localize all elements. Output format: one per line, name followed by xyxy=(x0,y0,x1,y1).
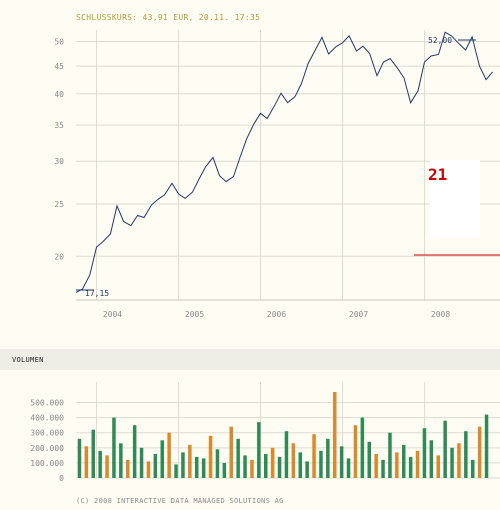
volume-bar xyxy=(402,445,406,478)
volume-bar xyxy=(326,439,330,478)
volume-bar xyxy=(216,449,220,478)
price-x-tick-label: 2006 xyxy=(267,310,286,319)
volume-bar xyxy=(381,460,385,478)
price-y-tick-label: 40 xyxy=(54,90,64,99)
volume-bar xyxy=(333,392,337,478)
price-y-ticks: 20 25 30 35 40 45 50 xyxy=(54,37,64,261)
volume-bar xyxy=(202,458,206,478)
volume-bar xyxy=(85,446,89,478)
volume-bar xyxy=(395,452,399,478)
price-x-tick-label: 2007 xyxy=(349,310,368,319)
volume-chart: 0 100.000 200.000 300.000 400.000 500.000 xyxy=(0,370,500,500)
volume-bar xyxy=(347,458,351,478)
volume-y-tick-label: 0 xyxy=(59,474,64,483)
volume-bar xyxy=(161,440,165,478)
volume-bar xyxy=(388,433,392,478)
volume-bar xyxy=(285,431,289,478)
volume-bar xyxy=(98,451,102,478)
volume-bar xyxy=(250,460,254,478)
volume-bar xyxy=(319,451,323,478)
volume-bar xyxy=(416,451,420,478)
min-price-label: 17,15 xyxy=(85,289,109,298)
volume-bar xyxy=(140,448,144,478)
volume-bar xyxy=(195,457,199,478)
volume-bar xyxy=(457,443,461,478)
volume-bar xyxy=(126,460,130,478)
volume-bar xyxy=(181,452,185,478)
volume-bar xyxy=(188,445,192,478)
volume-bar xyxy=(257,422,261,478)
volume-bar xyxy=(450,448,454,478)
volume-bar xyxy=(264,454,268,478)
volume-bar xyxy=(92,430,96,478)
volume-bar xyxy=(374,454,378,478)
volume-bar xyxy=(464,431,468,478)
volume-bar xyxy=(133,425,137,478)
price-y-tick-label: 35 xyxy=(54,121,64,130)
volume-bar xyxy=(312,434,316,478)
volume-bar xyxy=(112,418,116,478)
volume-bar xyxy=(119,443,123,478)
price-chart: 20 25 30 35 40 45 50 2004 2005 2006 2007 2008 17,1… xyxy=(0,0,500,330)
price-x-tick-label: 2008 xyxy=(431,310,450,319)
price-y-tick-label: 50 xyxy=(54,37,64,46)
volume-header-band xyxy=(0,349,500,370)
volume-bar xyxy=(471,460,475,478)
volume-y-ticks: 0 100.000 200.000 300.000 400.000 500.000 xyxy=(30,399,64,483)
volume-label: VOLUMEN xyxy=(12,356,44,364)
volume-bar xyxy=(430,440,434,478)
overlay-number: 21 xyxy=(428,165,447,184)
volume-bar xyxy=(78,439,82,478)
volume-y-tick-label: 200.000 xyxy=(30,444,64,453)
volume-bar xyxy=(299,452,303,478)
copyright-note: (C) 2008 INTERACTIVE DATA MANAGED SOLUTI… xyxy=(76,497,284,505)
volume-y-tick-label: 100.000 xyxy=(30,459,64,468)
volume-bar xyxy=(368,442,372,478)
volume-bar xyxy=(361,418,365,478)
volume-y-tick-label: 300.000 xyxy=(30,429,64,438)
max-price-label: 52,00 xyxy=(428,36,452,45)
volume-y-tick-label: 500.000 xyxy=(30,399,64,408)
volume-bar xyxy=(354,425,358,478)
price-x-tick-label: 2004 xyxy=(103,310,122,319)
volume-bar xyxy=(209,436,213,478)
volume-bar xyxy=(443,421,447,478)
volume-bars xyxy=(78,392,489,478)
volume-bar xyxy=(437,455,441,478)
price-y-tick-label: 20 xyxy=(54,252,64,261)
price-y-tick-label: 30 xyxy=(54,157,64,166)
volume-bar xyxy=(154,454,158,478)
volume-bar xyxy=(409,457,413,478)
volume-bar xyxy=(243,455,247,478)
price-y-tick-label: 45 xyxy=(54,62,64,71)
volume-bar xyxy=(485,415,489,478)
volume-bar xyxy=(147,461,151,478)
volume-bar xyxy=(174,464,178,478)
volume-bar xyxy=(230,427,234,478)
volume-bar xyxy=(278,457,282,478)
price-x-tick-label: 2005 xyxy=(185,310,204,319)
volume-bar xyxy=(105,455,109,478)
volume-bar xyxy=(340,446,344,478)
volume-bar xyxy=(292,443,296,478)
volume-bar xyxy=(223,463,227,478)
volume-bar xyxy=(236,439,240,478)
volume-bar xyxy=(478,427,482,478)
price-x-ticks: 2004 2005 2006 2007 2008 xyxy=(103,310,450,319)
volume-bar xyxy=(423,428,427,478)
volume-bar xyxy=(167,433,171,478)
volume-y-tick-label: 400.000 xyxy=(30,414,64,423)
volume-bar xyxy=(305,461,309,478)
volume-bar xyxy=(271,448,275,478)
price-y-tick-label: 25 xyxy=(54,200,64,209)
